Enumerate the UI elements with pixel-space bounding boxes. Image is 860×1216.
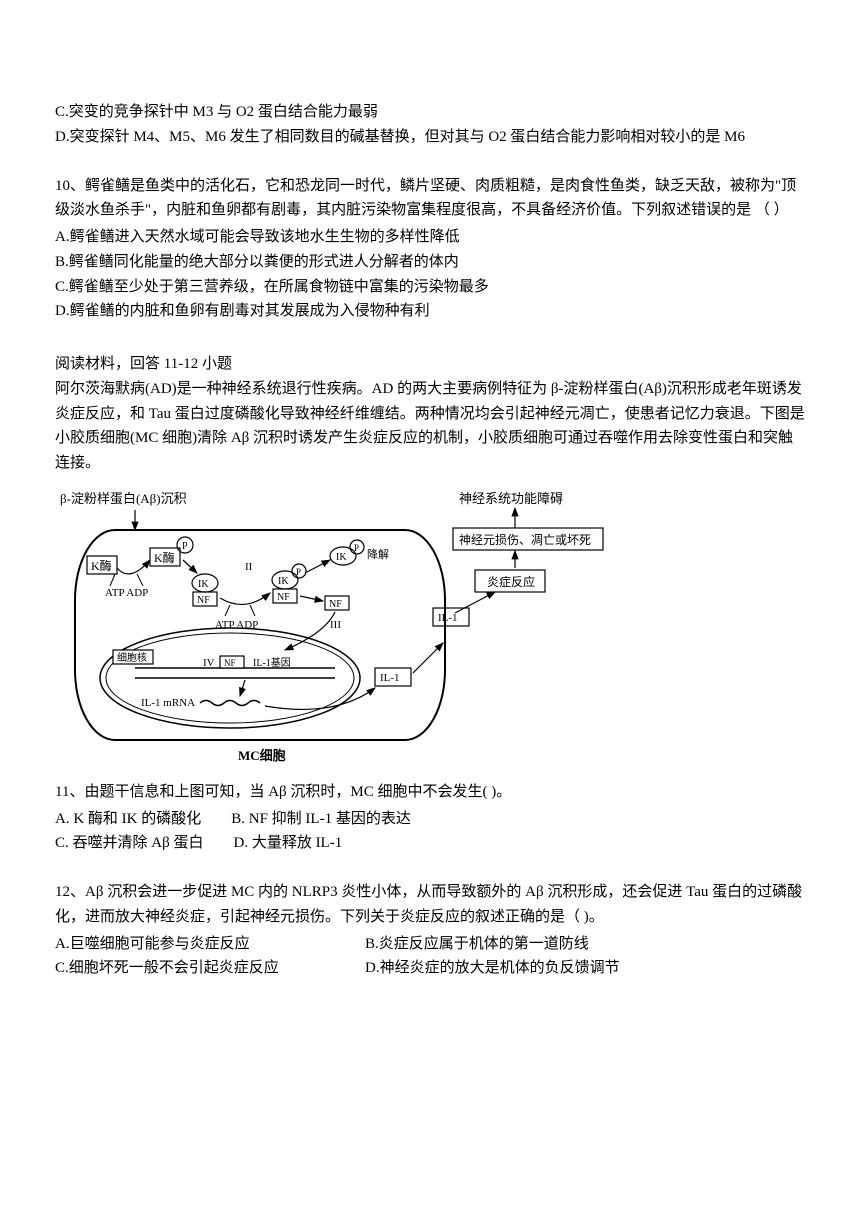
- nf-4: NF: [224, 658, 236, 668]
- q12-stem: 12、Aβ 沉积会进一步促进 MC 内的 NLRP3 炎性小体，从而导致额外的 …: [55, 880, 805, 930]
- label-inflammation: 炎症反应: [487, 574, 535, 589]
- q11-option-b: B. NF 抑制 IL-1 基因的表达: [231, 807, 411, 832]
- ik-2: IK: [278, 576, 289, 587]
- q11-option-c: C. 吞噬并清除 Aβ 蛋白: [55, 831, 203, 856]
- atp-adp-1: ATP ADP: [105, 587, 148, 599]
- nucleus-label: 细胞核: [117, 651, 147, 664]
- p2: P: [296, 567, 301, 577]
- ik-3: IK: [336, 552, 347, 563]
- il1-inside: IL-1: [380, 672, 400, 684]
- il1-gene: IL-1基因: [253, 656, 291, 669]
- degrade-label: 降解: [367, 547, 389, 561]
- question-10: 10、鳄雀鳝是鱼类中的活化石，它和恐龙同一时代，鳞片坚硬、肉质粗糙，是肉食性鱼类…: [55, 174, 805, 325]
- roman2: II: [245, 561, 253, 573]
- reading-title: 阅读材料，回答 11-12 小题: [55, 352, 805, 377]
- mc-cell-diagram: β-淀粉样蛋白(Aβ)沉积 神经系统功能障碍 神经元损伤、凋亡或坏死 炎症反应 …: [55, 488, 805, 768]
- q11-option-d: D. 大量释放 IL-1: [233, 831, 342, 856]
- q12-option-b: B.炎症反应属于机体的第一道防线: [365, 932, 805, 957]
- nf-1: NF: [197, 595, 210, 606]
- question-12: 12、Aβ 沉积会进一步促进 MC 内的 NLRP3 炎性小体，从而导致额外的 …: [55, 880, 805, 981]
- q12-option-c: C.细胞坏死一般不会引起炎症反应: [55, 956, 365, 981]
- label-neuron-damage: 神经元损伤、凋亡或坏死: [459, 533, 591, 547]
- nf-2: NF: [277, 592, 290, 603]
- label-abeta: β-淀粉样蛋白(Aβ)沉积: [60, 491, 187, 506]
- q10-option-d: D.鳄雀鳝的内脏和鱼卵有剧毒对其发展成为入侵物种有利: [55, 299, 805, 324]
- p3: P: [354, 543, 359, 553]
- q12-option-d: D.神经炎症的放大是机体的负反馈调节: [365, 956, 805, 981]
- q9-option-c: C.突变的竞争探针中 M3 与 O2 蛋白结合能力最弱: [55, 100, 805, 125]
- ik-1: IK: [198, 579, 209, 590]
- q11-stem: 11、由题干信息和上图可知，当 Aβ 沉积时，MC 细胞中不会发生( )。: [55, 780, 805, 805]
- reading-section: 阅读材料，回答 11-12 小题 阿尔茨海默病(AD)是一种神经系统退行性疾病。…: [55, 352, 805, 768]
- nf-3: NF: [329, 599, 342, 610]
- q9-option-d: D.突变探针 M4、M5、M6 发生了相同数目的碱基替换，但对其与 O2 蛋白结…: [55, 125, 805, 150]
- k-enzyme-2: K酶: [154, 550, 175, 565]
- mc-cell-label: MC细胞: [238, 748, 286, 763]
- q12-option-a: A.巨噬细胞可能参与炎症反应: [55, 932, 365, 957]
- p1: P: [182, 541, 188, 552]
- il1-outside: IL-1: [438, 612, 458, 624]
- q10-option-b: B.鳄雀鳝同化能量的绝大部分以粪便的形式进人分解者的体内: [55, 250, 805, 275]
- question-11: 11、由题干信息和上图可知，当 Aβ 沉积时，MC 细胞中不会发生( )。 A.…: [55, 780, 805, 856]
- q10-option-c: C.鳄雀鳝至少处于第三营养级，在所属食物链中富集的污染物最多: [55, 275, 805, 300]
- question-9-continued: C.突变的竞争探针中 M3 与 O2 蛋白结合能力最弱 D.突变探针 M4、M5…: [55, 100, 805, 150]
- diagram-svg: β-淀粉样蛋白(Aβ)沉积 神经系统功能障碍 神经元损伤、凋亡或坏死 炎症反应 …: [55, 488, 615, 768]
- reading-paragraph: 阿尔茨海默病(AD)是一种神经系统退行性疾病。AD 的两大主要病例特征为 β-淀…: [55, 377, 805, 476]
- q10-stem: 10、鳄雀鳝是鱼类中的活化石，它和恐龙同一时代，鳞片坚硬、肉质粗糙，是肉食性鱼类…: [55, 174, 805, 224]
- q11-option-a: A. K 酶和 IK 的磷酸化: [55, 807, 201, 832]
- roman3: III: [330, 619, 341, 631]
- q10-option-a: A.鳄雀鳝进入天然水域可能会导致该地水生生物的多样性降低: [55, 225, 805, 250]
- roman4: IV: [203, 657, 215, 669]
- k-enzyme-1: K酶: [91, 558, 112, 573]
- label-dysfunction: 神经系统功能障碍: [459, 491, 563, 506]
- il1-mrna: IL-1 mRNA: [141, 697, 195, 709]
